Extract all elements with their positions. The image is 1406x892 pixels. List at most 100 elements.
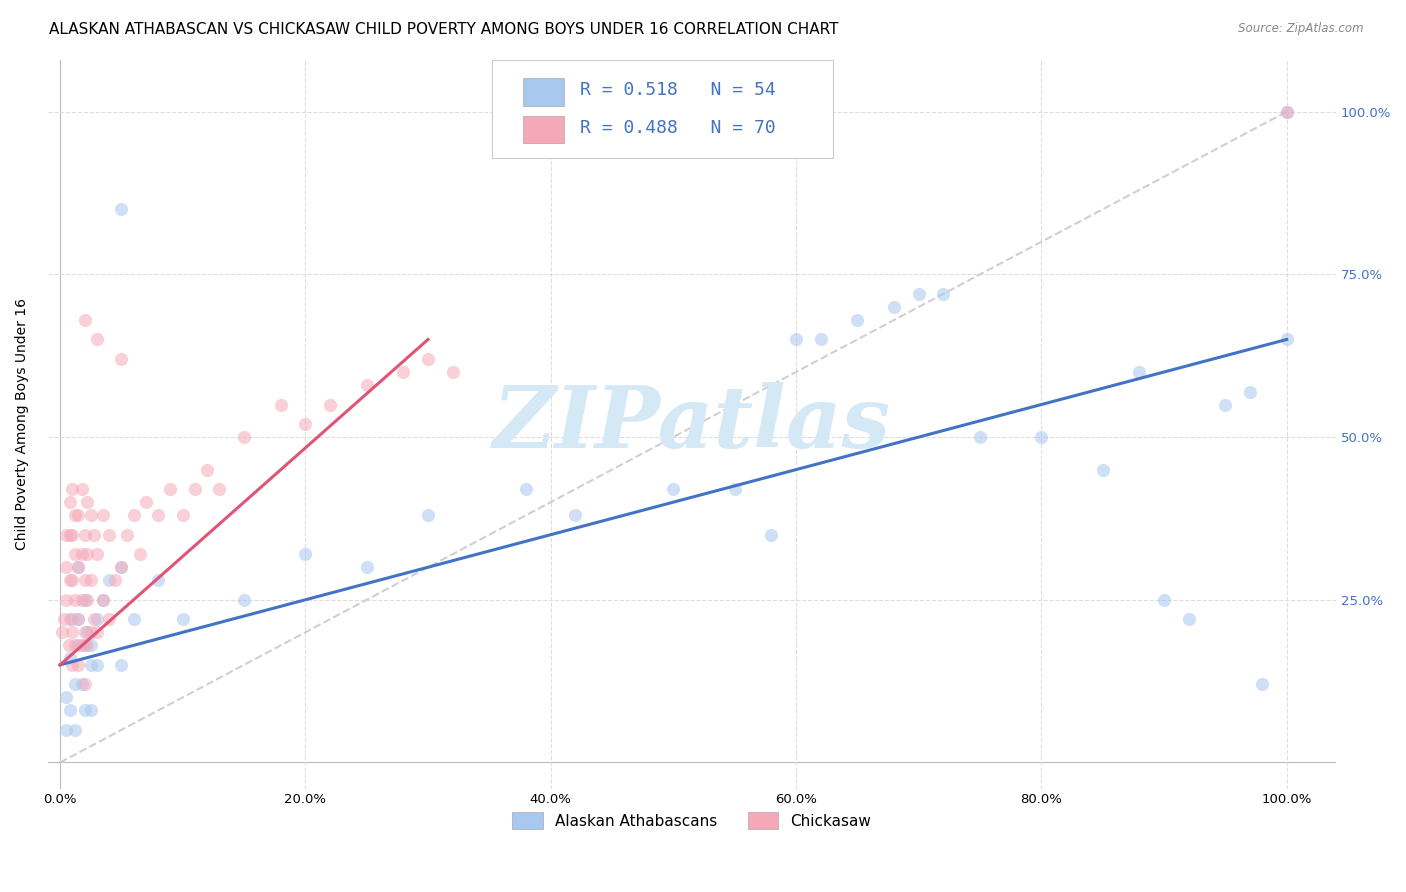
Point [932,286,955,301]
Point [70,677,93,691]
Point [564,508,586,523]
Point [122,612,145,626]
Point [73,677,96,691]
Point [73,574,96,588]
Point [55,527,77,541]
Point [63,723,86,737]
Point [60,612,83,626]
Point [55,592,77,607]
Point [70,547,93,561]
Point [59,527,82,541]
Point [79,508,101,523]
Point [86,612,108,626]
Point [73,527,96,541]
Point [146,508,169,523]
Point [58,638,80,652]
Point [104,574,127,588]
Point [761,527,783,541]
Point [63,638,86,652]
Point [55,723,77,737]
Point [51,625,73,640]
Point [1128,365,1150,379]
Text: Source: ZipAtlas.com: Source: ZipAtlas.com [1239,22,1364,36]
Point [1275,104,1298,119]
Point [146,574,169,588]
Point [356,378,378,392]
Point [195,462,218,476]
Point [60,574,83,588]
Point [76,495,98,509]
Point [63,508,86,523]
Point [59,574,82,588]
Point [86,657,108,672]
Point [724,482,747,496]
Legend: Alaskan Athabascans, Chickasaw: Alaskan Athabascans, Chickasaw [506,805,877,836]
Bar [523,78,564,105]
Point [73,703,96,717]
Point [1153,592,1175,607]
Point [91,592,114,607]
Point [662,482,685,496]
Point [91,592,114,607]
Point [441,365,464,379]
Point [76,638,98,652]
Point [356,560,378,574]
Point [110,560,132,574]
Point [79,703,101,717]
Text: R = 0.518   N = 54: R = 0.518 N = 54 [579,81,776,99]
Point [128,547,150,561]
Point [73,592,96,607]
Text: R = 0.488   N = 70: R = 0.488 N = 70 [579,120,776,137]
Point [70,638,93,652]
Point [83,527,105,541]
Point [55,690,77,705]
Point [785,333,807,347]
Point [294,547,316,561]
Point [117,527,139,541]
Point [73,313,96,327]
Point [67,657,90,672]
Point [110,351,132,366]
Point [63,592,86,607]
Point [86,333,108,347]
Bar [523,116,564,144]
Point [110,560,132,574]
Point [63,677,86,691]
Point [233,592,256,607]
Point [907,286,929,301]
Point [1239,384,1261,399]
Point [294,417,316,431]
Point [883,300,905,314]
Point [98,612,121,626]
Point [319,398,342,412]
Text: ZIPatlas: ZIPatlas [492,383,891,466]
Point [110,202,132,217]
Point [79,638,101,652]
Point [73,638,96,652]
Point [67,508,90,523]
Point [73,625,96,640]
Point [172,508,194,523]
Point [1275,333,1298,347]
Point [83,612,105,626]
Point [60,482,83,496]
Point [184,482,207,496]
Point [1215,398,1237,412]
Point [70,482,93,496]
Point [76,547,98,561]
Point [86,625,108,640]
Point [98,527,121,541]
Point [67,560,90,574]
Point [98,574,121,588]
Point [233,430,256,444]
Point [122,508,145,523]
Point [416,508,439,523]
Point [392,365,415,379]
Point [76,625,98,640]
Point [91,508,114,523]
Point [79,625,101,640]
Point [416,351,439,366]
Point [810,333,832,347]
Point [60,527,83,541]
Point [59,612,82,626]
